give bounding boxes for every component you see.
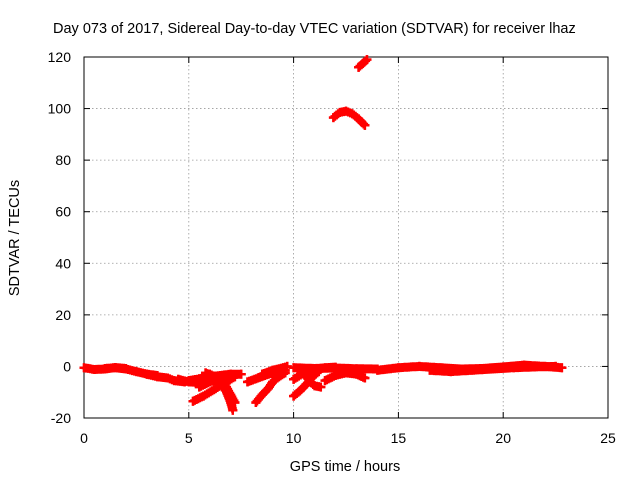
data-point <box>362 55 372 65</box>
data-point <box>328 113 338 123</box>
series-arc-60-72-dip2 <box>205 369 240 408</box>
data-point <box>79 363 89 373</box>
data-point <box>209 385 219 395</box>
data-point <box>372 365 382 375</box>
data-point <box>222 370 232 380</box>
data-point <box>142 369 152 379</box>
data-point <box>205 369 215 379</box>
data-point <box>228 405 238 415</box>
data-point <box>295 386 305 396</box>
y-tick-label: 120 <box>48 49 72 65</box>
y-tick-label: 100 <box>48 101 72 117</box>
data-point <box>335 107 345 117</box>
x-tick-label: 20 <box>495 430 511 446</box>
data-point <box>152 372 162 382</box>
data-point <box>354 114 364 124</box>
data-point <box>188 396 198 406</box>
data-point <box>341 106 351 116</box>
y-tick-label: 40 <box>55 255 71 271</box>
y-tick-label: 20 <box>55 307 71 323</box>
series-arc-165-225 <box>425 361 561 377</box>
data-point <box>289 363 299 373</box>
data-point <box>242 377 252 387</box>
data-point <box>163 373 173 383</box>
data-point <box>289 374 299 384</box>
x-tick-label: 0 <box>80 430 88 446</box>
series-arc-top-rise <box>354 55 372 72</box>
data-point <box>268 365 278 375</box>
data-point <box>310 381 320 391</box>
data-point <box>268 377 278 387</box>
data-point <box>414 361 424 371</box>
data-point <box>194 382 204 392</box>
data-point <box>236 369 246 379</box>
data-point <box>446 367 456 377</box>
data-point <box>347 109 357 119</box>
data-point <box>121 364 131 374</box>
data-point <box>488 364 498 374</box>
series-arc-85-97-hi <box>257 361 292 379</box>
plot-frame <box>83 56 609 419</box>
data-point <box>257 390 267 400</box>
data-point <box>320 376 330 386</box>
x-tick-label: 25 <box>600 430 616 446</box>
data-point <box>310 363 320 373</box>
data-point <box>360 373 370 383</box>
data-point <box>184 376 194 386</box>
y-axis-title: SDTVAR / TECUs <box>7 180 23 296</box>
y-tick-label: 0 <box>63 358 71 374</box>
x-tick-label: 10 <box>286 430 302 446</box>
data-point <box>289 391 299 401</box>
data-point <box>230 398 240 408</box>
y-tick-label: 60 <box>55 204 71 220</box>
data-point <box>316 382 326 392</box>
series-arc-top-hump <box>328 106 370 130</box>
data-points <box>79 55 567 415</box>
data-point <box>509 363 519 373</box>
data-point <box>89 365 99 375</box>
data-point <box>222 382 232 392</box>
data-point <box>226 390 236 400</box>
data-point <box>530 362 540 372</box>
data-point <box>263 383 273 393</box>
axis-ticks: 0 5 10 15 20 25 -20 0 20 40 60 80 100 120 <box>48 49 616 446</box>
data-point <box>198 391 208 401</box>
data-point <box>173 374 183 384</box>
data-point <box>282 361 292 371</box>
data-point <box>257 369 267 379</box>
x-tick-label: 15 <box>391 430 407 446</box>
data-point <box>467 365 477 375</box>
data-point <box>194 374 204 384</box>
chart-title: Day 073 of 2017, Sidereal Day-to-day VTE… <box>53 21 576 37</box>
series-arc-100-140-flat <box>289 363 382 374</box>
data-point <box>360 120 370 130</box>
x-axis-title: GPS time / hours <box>290 459 400 475</box>
data-point <box>131 367 141 377</box>
data-point <box>557 363 567 373</box>
data-point <box>351 364 361 374</box>
data-point <box>110 363 120 373</box>
data-point <box>230 372 240 382</box>
data-point <box>393 363 403 373</box>
data-point <box>425 365 435 375</box>
x-tick-label: 5 <box>185 430 193 446</box>
data-point <box>100 363 110 373</box>
data-point <box>215 374 225 384</box>
data-point <box>205 377 215 387</box>
y-tick-label: 80 <box>55 152 71 168</box>
data-point <box>551 361 561 371</box>
data-point <box>251 398 261 408</box>
data-point <box>331 363 341 373</box>
y-tick-label: -20 <box>51 410 71 426</box>
